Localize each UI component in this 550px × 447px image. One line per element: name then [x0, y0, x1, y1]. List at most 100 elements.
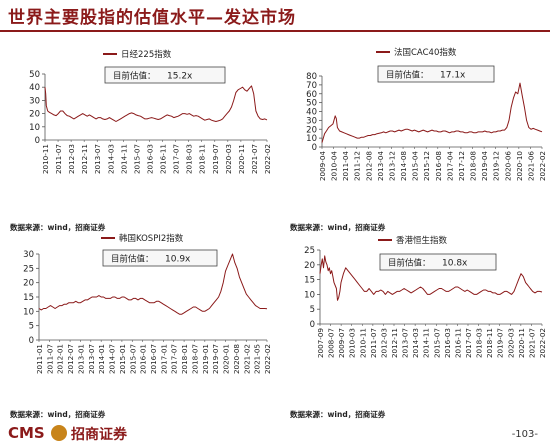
x-tick-label: 2019-04 — [480, 151, 489, 181]
source-note-cac40: 数据来源：wind，招商证券 — [290, 223, 386, 232]
x-tick-label: 2022-02 — [538, 328, 547, 358]
y-tick-label: 20 — [306, 125, 317, 135]
x-tick-label: 2020-10 — [515, 151, 524, 181]
title-bar: 世界主要股指的估值水平—发达市场 — [0, 0, 550, 32]
x-tick-label: 2013-07 — [93, 144, 102, 174]
x-tick-label: 2010-03 — [348, 328, 357, 358]
chart-nikkei-svg: 0 10 20 30 40 50 2010-11 2011-07 2012-03 2012-11 2… — [29, 49, 272, 174]
x-tick-label: 2011-12 — [353, 151, 362, 181]
x-tick-label: 2012-01 — [56, 344, 65, 374]
x-tick-label: 2014-03 — [411, 328, 420, 358]
x-tick-label: 2012-03 — [379, 328, 388, 358]
y-tick-label: 40 — [29, 83, 40, 93]
y-tick-label: 25 — [23, 264, 34, 274]
x-tick-label: 2014-11 — [422, 328, 431, 358]
x-tick-label: 2014-03 — [106, 144, 115, 174]
logo-badge-icon — [51, 425, 67, 441]
chart-panel-kospi: 0 5 10 15 20 25 30 2011-01 2011-07 2012-01 2012-07… — [5, 232, 275, 417]
source-note-kospi: 数据来源：wind，招商证券 — [10, 410, 106, 419]
y-tick-label: 30 — [23, 250, 34, 260]
x-tick-label: 2011-04 — [341, 151, 350, 181]
y-tick-label: 10 — [23, 307, 34, 317]
chart-kospi-svg: 0 5 10 15 20 25 30 2011-01 2011-07 2012-01 2012-07… — [23, 233, 272, 374]
current-valuation-box — [379, 253, 497, 271]
x-tick-label: 2011-07 — [54, 144, 63, 174]
x-tick-label: 2016-03 — [145, 144, 154, 174]
logo-cn-text: 招商证券 — [71, 427, 127, 443]
y-tick-label: 80 — [306, 72, 317, 82]
source-note-nikkei: 数据来源：wind，招商证券 — [10, 223, 106, 232]
x-tick-label: 2022-02 — [263, 144, 272, 174]
y-tick-label: 50 — [306, 99, 317, 109]
x-tick-label: 2013-04 — [376, 151, 385, 181]
source-note-hangseng: 数据来源：wind，招商证券 — [290, 410, 386, 419]
x-tick-label: 2018-11 — [485, 328, 494, 358]
x-tick-label: 2018-11 — [198, 144, 207, 174]
current-valuation-label: 目前估值： — [111, 254, 154, 265]
x-tick-label: 2021-02 — [242, 344, 251, 374]
current-valuation-value: 10.8x — [442, 259, 468, 269]
x-tick-label: 2021-06 — [526, 151, 535, 181]
x-tick-label: 2018-07 — [190, 344, 199, 374]
logo-cms-text: CMS — [8, 424, 45, 442]
x-tick-label: 2014-08 — [399, 151, 408, 181]
x-tick-label: 2012-08 — [364, 151, 373, 181]
x-tick-label: 2016-03 — [443, 328, 452, 358]
y-tick-label: 10 — [29, 123, 40, 133]
x-tick-label: 2014-01 — [97, 344, 106, 374]
x-tick-label: 2010-11 — [358, 328, 367, 358]
current-valuation-box — [102, 249, 218, 267]
y-tick-label: 0 — [312, 143, 317, 153]
legend-label: 香港恒生指数 — [396, 235, 448, 246]
chart-panel-nikkei: 0 10 20 30 40 50 2010-11 2011-07 2012-03 2012-11 2… — [5, 42, 275, 227]
x-tick-label: 2020-11 — [237, 144, 246, 174]
series-line — [38, 253, 268, 315]
chart-panel-hangseng: 0 5 10 15 20 25 2007-09 2008-07 2009-07 2010-03 20… — [280, 232, 550, 417]
x-tick-label: 2012-11 — [80, 144, 89, 174]
x-tick-label: 2018-01 — [180, 344, 189, 374]
x-tick-label: 2017-07 — [170, 344, 179, 374]
y-tick-label: 50 — [29, 70, 40, 80]
x-tick-label: 2013-12 — [387, 151, 396, 181]
chart-panel-cac40: 0 10 20 30 40 50 60 70 80 2009-04 2010-04 2011-04 20… — [280, 42, 550, 227]
x-tick-label: 2013-07 — [87, 344, 96, 374]
x-tick-label: 2021-07 — [250, 144, 259, 174]
x-tick-label: 2015-12 — [422, 151, 431, 181]
x-tick-label: 2013-01 — [76, 344, 85, 374]
x-tick-label: 2017-01 — [159, 344, 168, 374]
y-tick-label: 0 — [35, 136, 40, 146]
x-tick-label: 2020-01 — [222, 344, 231, 374]
x-tick-label: 2018-08 — [469, 151, 478, 181]
x-tick-label: 2022-02 — [263, 344, 272, 374]
current-valuation-label: 目前估值： — [388, 258, 431, 269]
x-tick-label: 2015-07 — [432, 328, 441, 358]
x-tick-label: 2020-06 — [503, 151, 512, 181]
x-tick-label: 2010-04 — [330, 151, 339, 181]
y-tick-label: 10 — [304, 290, 315, 300]
y-tick-label: 5 — [310, 305, 315, 315]
y-tick-label: 0 — [310, 320, 315, 330]
x-tick-label: 2015-01 — [118, 344, 127, 374]
current-valuation-label: 目前估值： — [386, 70, 429, 81]
x-tick-label: 2016-01 — [139, 344, 148, 374]
x-tick-label: 2019-07 — [211, 144, 220, 174]
x-tick-label: 2020-11 — [517, 328, 526, 358]
x-tick-label: 2017-07 — [172, 144, 181, 174]
x-tick-label: 2011-07 — [369, 328, 378, 358]
x-tick-label: 2014-07 — [108, 344, 117, 374]
y-tick-label: 10 — [306, 134, 317, 144]
x-tick-label: 2013-07 — [401, 328, 410, 358]
x-tick-label: 2009-04 — [318, 151, 327, 181]
x-tick-label: 2019-12 — [492, 151, 501, 181]
x-tick-label: 2016-11 — [453, 328, 462, 358]
legend-label: 日经225指数 — [121, 49, 172, 60]
current-valuation-box — [377, 65, 495, 83]
y-tick-label: 30 — [306, 116, 317, 126]
y-tick-label: 0 — [29, 336, 34, 346]
x-tick-label: 2021-05 — [253, 344, 262, 374]
x-tick-label: 2008-07 — [327, 328, 336, 358]
current-valuation-value: 17.1x — [440, 71, 466, 81]
x-tick-label: 2015-07 — [132, 144, 141, 174]
legend-label: 韩国KOSPI2指数 — [119, 233, 184, 244]
